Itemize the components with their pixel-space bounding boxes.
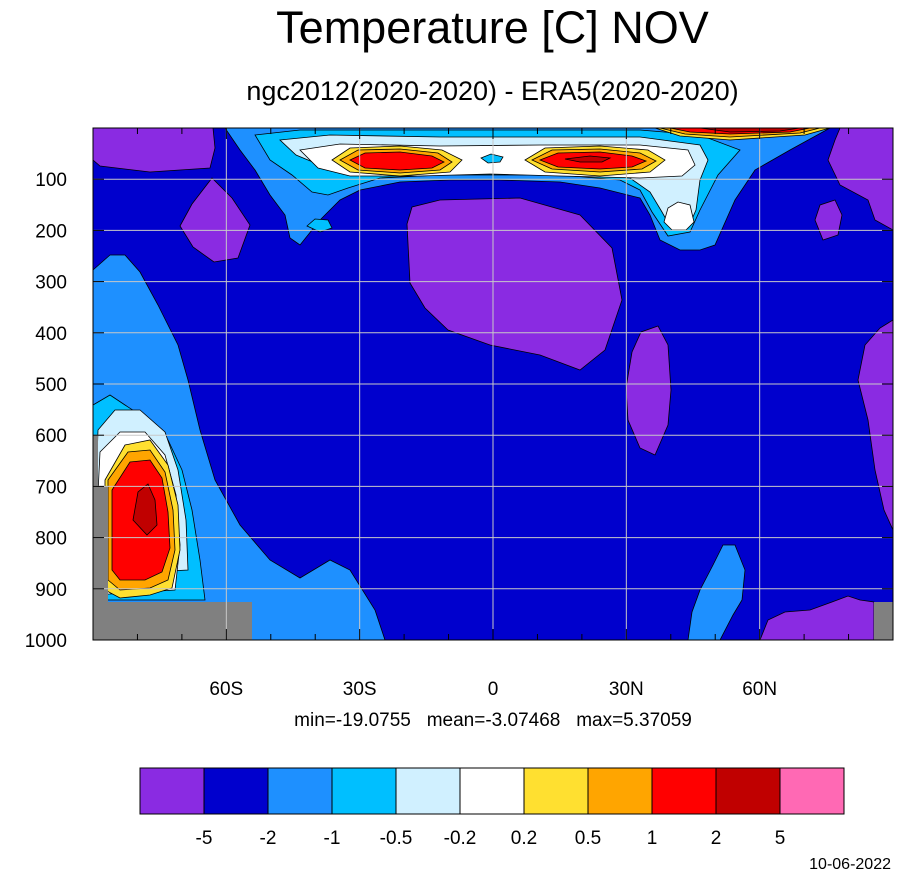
plot-date: 10-06-2022 [809,856,891,873]
y-tick-label: 300 [35,273,67,294]
contour-fill-red-30s [349,151,445,171]
stat-min: min=-19.0755 [294,710,411,731]
contour-fill-cyan-30s [306,218,333,233]
legend-swatch [459,767,525,815]
legend-label: -5 [196,828,213,849]
legend-swatch [651,767,717,815]
contour-fill-purple-60s [179,177,251,263]
color-legend: -5 -2 -1 -0.5 -0.2 0.2 0.5 1 2 5 [139,767,845,849]
legend-swatch [587,767,653,815]
y-tick-label: 200 [35,221,67,242]
y-axis: 100 200 300 400 500 600 700 800 900 1000 [25,170,893,652]
y-tick-label: 400 [35,324,67,345]
contour-fill-darkred-left [132,483,158,536]
contour-fill-cyan-equator [480,153,504,164]
x-tick-label: 60S [209,679,243,700]
y-tick-label: 100 [35,170,67,191]
contour-fill-purple-right-edge [857,319,893,531]
legend-swatch [779,767,845,815]
contour-fill-darkred-top-right [699,128,801,133]
stats-line: min=-19.0755 mean=-3.07468 max=5.37059 [93,708,893,734]
legend-label: 2 [711,828,722,849]
y-tick-label: 900 [35,580,67,601]
missing-data-arctic [874,602,893,640]
stat-max: max=5.37059 [576,710,692,731]
y-tick-label: 800 [35,529,67,550]
legend-swatch [331,767,397,815]
x-tick-label: 30S [343,679,377,700]
contour-fill-purple-30n [625,325,672,456]
legend-label: 1 [647,828,658,849]
legend-swatch [523,767,589,815]
legend-label: -0.2 [444,828,477,849]
legend-label: 5 [775,828,786,849]
y-tick-label: 1000 [25,631,67,652]
missing-data-antarctica [93,435,252,640]
contour-fill-blue-60n-low [687,544,746,640]
chart-subtitle: ngc2012(2020-2020) - ERA5(2020-2020) [246,76,739,106]
y-tick-label: 600 [35,426,67,447]
contour-fill-purple-tropical [406,197,623,371]
legend-swatch [203,767,269,815]
contour-fill-purple-top-left [93,128,216,173]
legend-swatch [395,767,461,815]
legend-label: -2 [260,828,277,849]
legend-label: -1 [324,828,341,849]
legend-label: 0.2 [511,828,537,849]
x-tick-label: 0 [488,679,499,700]
x-axis: 60S 30S 0 30N 60N [136,128,850,700]
y-tick-label: 700 [35,477,67,498]
grid [93,128,893,640]
legend-label: -0.5 [380,828,413,849]
y-tick-label: 500 [35,375,67,396]
stat-mean: mean=-3.07468 [426,710,561,731]
chart-title: Temperature [C] NOV [276,2,709,53]
contour-fill-darkred-30n [564,155,612,163]
legend-label: 0.5 [575,828,601,849]
legend-swatch [267,767,333,815]
x-tick-label: 30N [609,679,644,700]
legend-swatch [715,767,781,815]
x-tick-label: 60N [742,679,777,700]
legend-swatch [139,767,205,815]
